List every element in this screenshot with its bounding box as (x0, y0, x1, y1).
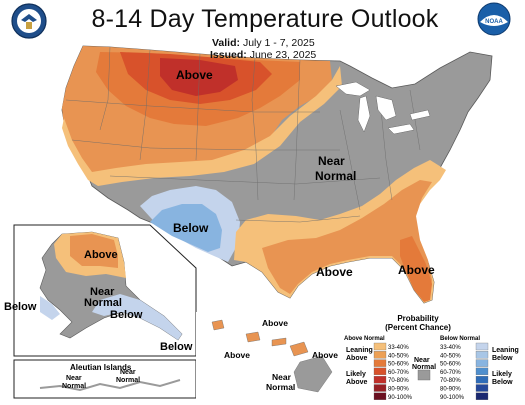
label-above-texas: Above (316, 265, 353, 279)
conus-map (61, 45, 493, 304)
aleutian-near-2a: Near (120, 369, 136, 376)
hawaii-molokai (271, 337, 287, 347)
legend-above-swatch-6 (373, 384, 387, 392)
legend-below-swatch-3 (475, 359, 489, 367)
label-near-normal-2: Normal (315, 169, 356, 183)
legend-above-swatch-4 (373, 367, 387, 376)
valid-value: July 1 - 7, 2025 (242, 37, 315, 49)
legend-above-bin-6: 80-90% (388, 387, 409, 393)
legend-above-swatch-5 (373, 376, 387, 384)
legend-leaning-above-1: Leaning (346, 347, 373, 354)
hawaii-kauai (211, 319, 225, 331)
legend-title-2: (Percent Chance) (385, 323, 451, 332)
legend-leaning-below-2: Below (492, 355, 513, 362)
legend-above-bin-5: 70-80% (388, 378, 409, 384)
legend-title-1: Probability (397, 314, 439, 323)
ak-label-near-1: Near (90, 286, 115, 298)
legend-below-bin-5: 70-80% (440, 378, 461, 384)
ak-label-below-panhandle: Below (160, 341, 193, 353)
legend-above-bin-7: 90-100% (388, 395, 413, 401)
ak-label-above: Above (84, 249, 118, 261)
legend-likely-above-1: Likely (346, 371, 366, 378)
legend-above-bin-4: 60-70% (388, 370, 409, 376)
aleutian-inset-frame (13, 359, 197, 399)
legend-likely-below-2: Below (492, 379, 513, 386)
legend-near-swatch (417, 369, 431, 381)
legend-above-swatch-2 (373, 351, 387, 359)
alaska-inset (13, 224, 197, 357)
legend: Probability (Percent Chance) Above Norma… (344, 314, 519, 401)
page-title: 8-14 Day Temperature Outlook (91, 5, 439, 33)
ak-label-below-se: Below (110, 309, 143, 321)
label-near-normal-1: Near (318, 154, 345, 168)
alaska-below-zone (92, 294, 182, 340)
above-zone-south (262, 180, 432, 300)
above-zone-florida (400, 236, 432, 302)
above-fringe-light (62, 66, 342, 186)
legend-above-swatch-7 (373, 392, 387, 400)
noaa-logo-text: NOAA (485, 19, 503, 25)
aleutian-near-1b: Normal (62, 383, 86, 390)
hawaii-maui (289, 341, 309, 357)
issued-label: Issued: (210, 49, 247, 61)
legend-above-swatch-1 (373, 342, 387, 351)
hi-label-above-3: Above (312, 350, 338, 360)
hi-label-above-2: Above (224, 350, 250, 360)
ak-label-below-west: Below (4, 301, 37, 313)
legend-near-1: Near (414, 357, 430, 364)
issued-value: June 23, 2025 (249, 49, 317, 61)
legend-below-swatch-6 (475, 384, 489, 392)
alaska-below-west (40, 296, 60, 320)
legend-below-swatches: 33-40% 40-50% 50-60% 60-70% 70-80% 80-90% 90-1… (440, 342, 489, 401)
legend-above-header: Above Normal (344, 336, 385, 342)
hawaii-inset (196, 312, 334, 400)
legend-above-bin-2: 40-50% (388, 353, 409, 359)
aleutian-islands (39, 379, 181, 392)
noaa-logo: NOAA (477, 2, 511, 36)
legend-below-bin-2: 40-50% (440, 353, 461, 359)
commerce-seal-logo (11, 3, 47, 39)
legend-below-swatch-4 (475, 367, 489, 376)
below-zone-inner (150, 204, 222, 252)
legend-below-bin-7: 90-100% (440, 395, 465, 401)
legend-below-bin-6: 80-90% (440, 387, 461, 393)
state-lines (65, 46, 421, 223)
legend-near-2: Normal (412, 364, 436, 371)
legend-below-header: Below Normal (440, 336, 480, 342)
legend-below-swatch-7 (475, 392, 489, 400)
legend-likely-below-1: Likely (492, 371, 512, 378)
legend-below-bin-4: 60-70% (440, 370, 461, 376)
legend-above-swatches: 33-40% 40-50% 50-60% 60-70% 70-80% 80-90% 90-1… (373, 342, 413, 401)
legend-below-swatch-2 (475, 351, 489, 359)
aleutian-near-1a: Near (66, 375, 82, 382)
legend-below-swatch-5 (475, 376, 489, 384)
hawaii-oahu (245, 331, 261, 343)
legend-above-swatch-3 (373, 359, 387, 367)
legend-leaning-below-1: Leaning (492, 347, 519, 354)
hi-label-above-1: Above (262, 318, 288, 328)
valid-line: Valid: July 1 - 7, 2025 (212, 37, 315, 49)
ak-label-near-2: Normal (84, 297, 122, 309)
hi-label-near-2: Normal (266, 382, 295, 392)
great-lakes (335, 81, 431, 135)
valid-label: Valid: (212, 37, 241, 49)
legend-likely-above-2: Above (346, 379, 368, 386)
label-above-florida: Above (398, 263, 435, 277)
legend-below-swatch-1 (475, 342, 489, 351)
legend-below-bin-1: 33-40% (440, 345, 461, 351)
aleutian-inset (13, 359, 197, 399)
hi-label-near-1: Near (272, 372, 292, 382)
hawaii-big-island (293, 355, 333, 393)
legend-leaning-above-2: Above (346, 355, 368, 362)
aleutian-title: Aleutian Islands (70, 363, 132, 372)
label-above-north: Above (176, 68, 213, 82)
aleutian-near-2b: Normal (116, 377, 140, 384)
legend-above-bin-3: 50-60% (388, 362, 409, 368)
label-below-sw: Below (173, 221, 209, 235)
legend-above-bin-1: 33-40% (388, 345, 409, 351)
issued-line: Issued: June 23, 2025 (210, 49, 316, 61)
alaska-above-core (70, 234, 118, 268)
legend-below-bin-3: 50-60% (440, 362, 461, 368)
